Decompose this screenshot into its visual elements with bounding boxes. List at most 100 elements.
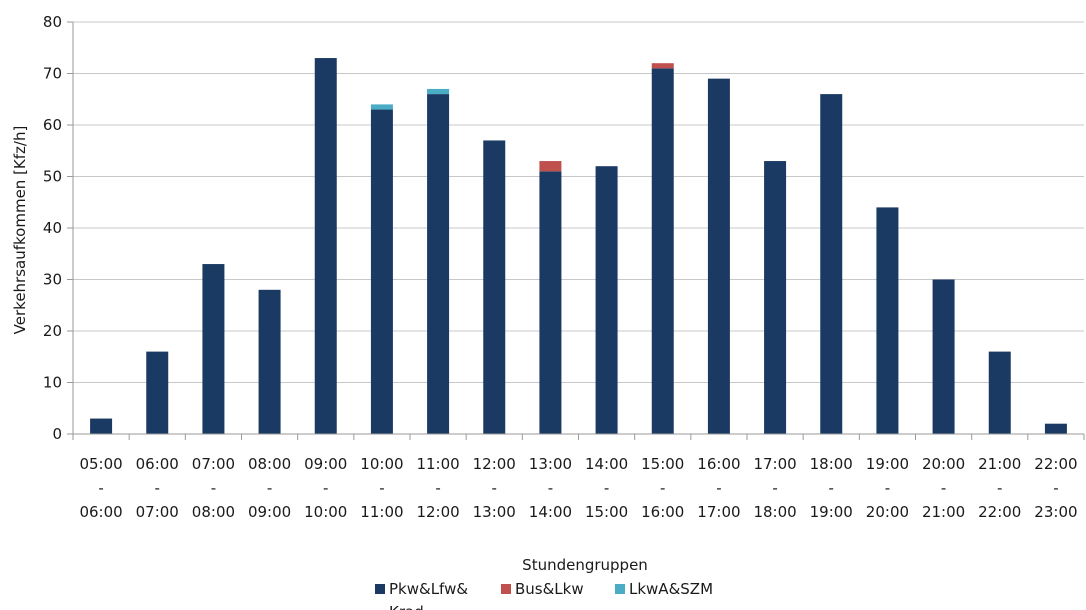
x-tick-labels: 05:00 - 06:00 06:00 - 07:00 07:00 - 08:00 08:00 - 0… [79,455,1077,521]
bar-pkw-lfw-krad [651,68,674,434]
x-tick-label: 12:00 [416,503,459,521]
x-tick-label: 11:00 [360,503,403,521]
x-tick-label: 20:00 [866,503,909,521]
x-tick-label: 09:00 [304,455,347,473]
legend-label: Bus&Lkw [515,580,584,598]
bar-lkwa-szm [370,104,393,110]
x-tick-label: 18:00 [810,455,853,473]
legend-swatch [501,584,511,594]
x-tick-label: 17:00 [753,455,796,473]
bar-pkw-lfw-krad [483,140,506,434]
x-tick-label: 19:00 [810,503,853,521]
bar-pkw-lfw-krad [820,94,843,434]
x-tick-label: - [435,479,440,497]
x-tick-label: 21:00 [978,455,1021,473]
x-tick-label: 15:00 [585,503,628,521]
x-tick-label: 18:00 [753,503,796,521]
x-tick-label: - [267,479,272,497]
y-tick-label: 50 [43,168,62,186]
x-axis-title: Stundengruppen [522,556,648,574]
x-tick-label: - [379,479,384,497]
x-tick-label: 10:00 [360,455,403,473]
legend-swatch [375,584,385,594]
legend-label: LkwA&SZM [629,580,713,598]
y-tick-label: 40 [43,219,62,237]
x-tick-label: 19:00 [866,455,909,473]
x-tick-label: - [660,479,665,497]
bar-pkw-lfw-krad [427,94,450,434]
x-tick-label: 22:00 [1034,455,1077,473]
x-tick-label: 08:00 [248,455,291,473]
x-tick-label: 17:00 [697,503,740,521]
bar-pkw-lfw-krad [595,166,618,434]
axes [67,21,1085,440]
x-tick-label: 06:00 [136,455,179,473]
y-tick-label: 60 [43,116,62,134]
x-tick-label: 08:00 [192,503,235,521]
x-tick-label: - [941,479,946,497]
x-tick-label: - [155,479,160,497]
y-tick-label: 20 [43,322,62,340]
x-tick-label: - [772,479,777,497]
x-tick-label: - [323,479,328,497]
y-tick-labels: 0 10 20 30 40 50 60 70 80 [43,13,62,443]
gridlines [73,21,1084,383]
x-tick-label: - [829,479,834,497]
bar-pkw-lfw-krad [370,109,393,435]
x-tick-label: - [997,479,1002,497]
x-tick-label: 22:00 [978,503,1021,521]
x-tick-label: 09:00 [248,503,291,521]
bar-pkw-lfw-krad [90,418,113,434]
x-tick-label: 16:00 [697,455,740,473]
bar-pkw-lfw-krad [932,279,955,434]
x-tick-label: - [716,479,721,497]
bar-pkw-lfw-krad [539,171,562,434]
x-tick-label: 13:00 [473,503,516,521]
bar-bus-lkw [539,161,562,172]
x-tick-label: 16:00 [641,503,684,521]
y-tick-label: 10 [43,374,62,392]
bar-pkw-lfw-krad [146,351,169,434]
bar-lkwa-szm [427,88,450,95]
legend-swatch [615,584,625,594]
bar-pkw-lfw-krad [988,351,1011,434]
bar-pkw-lfw-krad [258,289,281,434]
x-tick-label: 23:00 [1034,503,1077,521]
x-tick-label: - [492,479,497,497]
x-tick-label: - [604,479,609,497]
bar-bus-lkw [651,63,674,69]
x-tick-label: - [1053,479,1058,497]
x-tick-label: 21:00 [922,503,965,521]
x-tick-label: 20:00 [922,455,965,473]
x-tick-label: 14:00 [529,503,572,521]
y-tick-label: 30 [43,271,62,289]
y-tick-label: 70 [43,65,62,83]
x-tick-label: 15:00 [641,455,684,473]
x-tick-label: 10:00 [304,503,347,521]
legend-label: Krad [389,603,424,610]
bar-pkw-lfw-krad [876,207,899,434]
x-tick-label: - [211,479,216,497]
x-tick-label: 07:00 [136,503,179,521]
bar-pkw-lfw-krad [1044,423,1067,434]
bar-pkw-lfw-krad [707,78,730,435]
bar-pkw-lfw-krad [202,264,225,434]
x-tick-label: 13:00 [529,455,572,473]
x-tick-label: - [548,479,553,497]
legend: Pkw&Lfw&Krad Bus&Lkw LkwA&SZM [375,580,713,610]
x-tick-label: 07:00 [192,455,235,473]
y-axis-title: Verkehrsaufkommen [Kfz/h] [11,126,29,335]
x-tick-label: 14:00 [585,455,628,473]
y-tick-label: 0 [52,425,62,443]
legend-label: Pkw&Lfw& [389,580,468,598]
x-tick-label: 11:00 [416,455,459,473]
x-tick-label: 05:00 [79,455,122,473]
bar-pkw-lfw-krad [314,58,337,435]
x-tick-label: - [98,479,103,497]
y-tick-label: 80 [43,13,62,31]
bar-pkw-lfw-krad [764,161,787,435]
bars [90,58,1067,435]
x-tick-label: 06:00 [79,503,122,521]
x-tick-label: 12:00 [473,455,516,473]
